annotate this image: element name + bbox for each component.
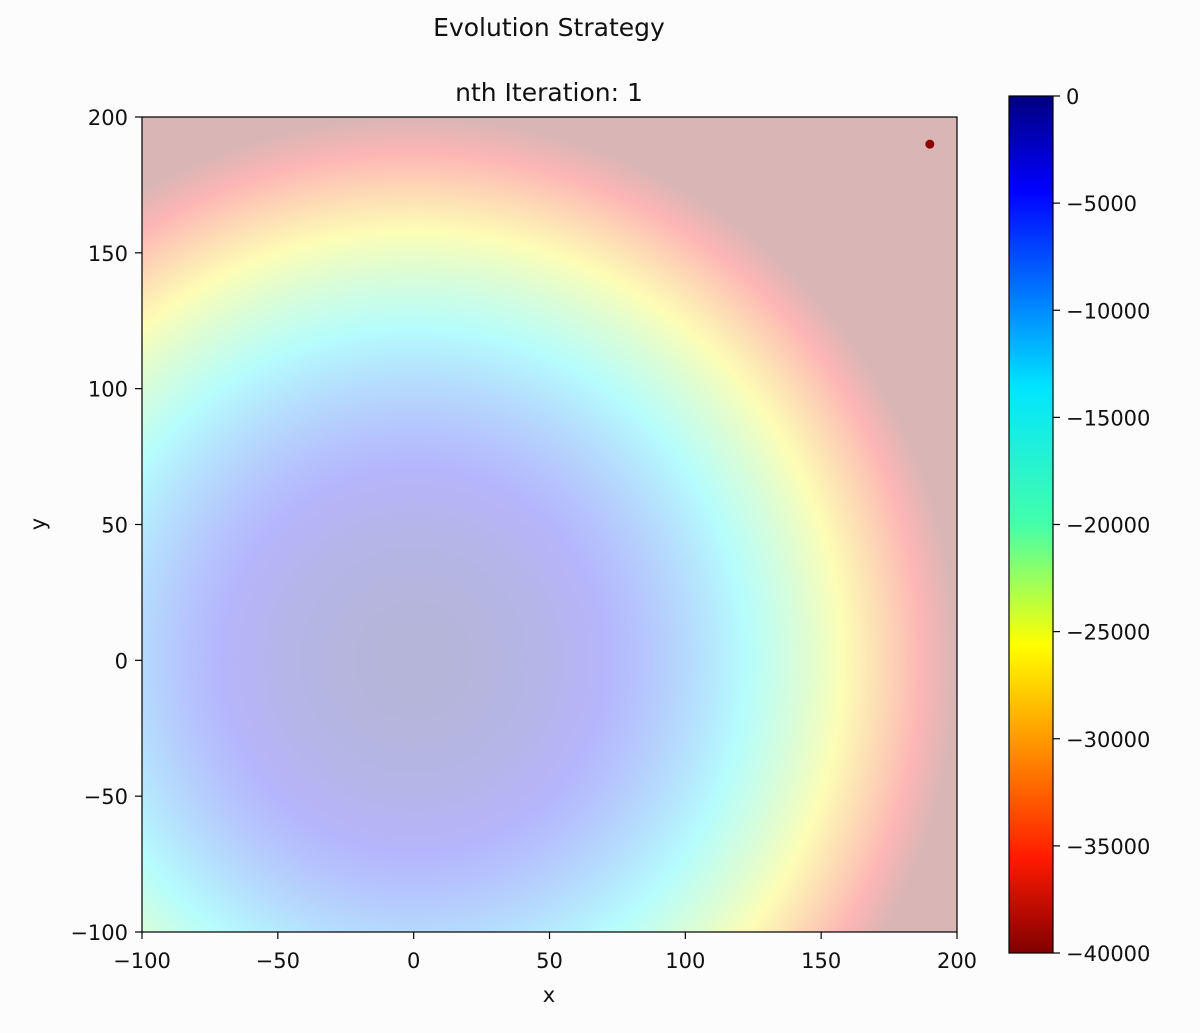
colorbar-tick-label: 0	[1066, 85, 1079, 109]
colorbar-tick-label: −30000	[1066, 728, 1150, 752]
x-tick-label: −50	[256, 949, 300, 973]
x-tick-label: 150	[801, 949, 841, 973]
y-tick-label: 150	[88, 242, 128, 266]
x-axis: −100 −50 0 50 100 150 200	[113, 932, 977, 973]
chart-title: nth Iteration: 1	[455, 78, 643, 107]
y-tick-label: 50	[101, 514, 128, 538]
x-tick-label: 100	[665, 949, 705, 973]
y-tick-label: −50	[84, 785, 128, 809]
y-tick-label: −100	[70, 921, 128, 945]
colorbar-tick-label: −25000	[1066, 621, 1150, 645]
colorbar-gradient	[1009, 96, 1053, 953]
plot-area	[142, 117, 957, 932]
heatmap-surface	[142, 117, 957, 932]
x-tick-label: 200	[937, 949, 977, 973]
x-tick-label: 0	[407, 949, 420, 973]
x-tick-label: −100	[113, 949, 171, 973]
y-tick-label: 200	[88, 106, 128, 130]
x-axis-label: x	[543, 983, 555, 1007]
y-tick-label: 100	[88, 378, 128, 402]
colorbar-tick-label: −5000	[1066, 192, 1137, 216]
y-axis: −100 −50 0 50 100 150 200	[70, 106, 142, 945]
x-tick-label: 50	[536, 949, 563, 973]
colorbar-tick-label: −20000	[1066, 514, 1150, 538]
colorbar-tick-label: −35000	[1066, 835, 1150, 859]
colorbar: 0 −5000 −10000 −15000 −20000 −25000 −30000 −350…	[1009, 85, 1150, 966]
colorbar-tick-label: −10000	[1066, 299, 1150, 323]
figure-title: Evolution Strategy	[433, 13, 665, 42]
y-axis-label: y	[26, 518, 50, 530]
y-tick-label: 0	[115, 649, 128, 673]
colorbar-tick-label: −15000	[1066, 406, 1150, 430]
colorbar-tick-label: −40000	[1066, 942, 1150, 966]
sample-point	[925, 140, 934, 149]
